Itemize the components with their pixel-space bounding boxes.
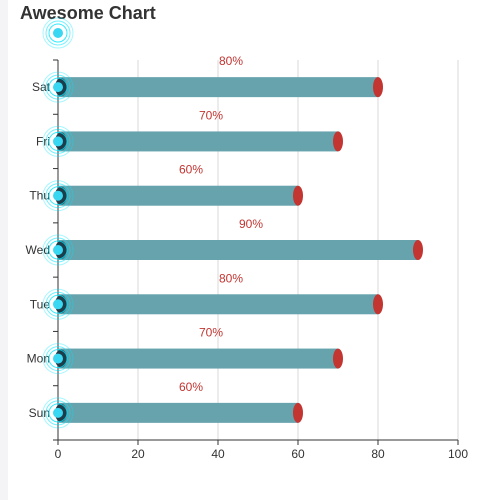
bar-end-cap [333, 131, 343, 152]
bar [58, 77, 378, 98]
chart-canvas: Awesome Chart 0 20 40 60 80 100 Sun 60% Mon 70% Tu… [8, 0, 500, 500]
bar [58, 294, 378, 315]
bar-chart: 0 20 40 60 80 100 Sun 60% Mon 70% Tue 80% Wed 90% Thu 6… [26, 17, 468, 461]
bar-ripple-ring [48, 131, 68, 151]
bar-end-cap [373, 77, 383, 98]
bar-ripple-ring [45, 291, 71, 317]
data-label: 80% [219, 54, 243, 68]
title-ripple-core [53, 28, 63, 38]
bar-ripple-ring [42, 125, 74, 157]
title-ripple-ring [45, 20, 71, 46]
chart-title: Awesome Chart [20, 3, 156, 23]
bar-end-cap [333, 348, 343, 369]
bar-end-cap [373, 294, 383, 315]
bar-ripple-ring [42, 343, 74, 375]
bar [58, 185, 298, 206]
x-tick-label: 80 [371, 447, 385, 461]
bar-ripple-ring [45, 74, 71, 100]
bar-ripple-ring [48, 349, 68, 369]
y-tick-label: Thu [29, 189, 50, 203]
bar-end-cap [293, 402, 303, 423]
bar-ripple-core [53, 136, 63, 147]
title-ripple-ring [42, 17, 74, 49]
bar [58, 402, 298, 423]
data-label: 80% [219, 271, 243, 285]
y-tick-label: Wed [26, 243, 50, 257]
bar-ripple-ring [42, 397, 74, 429]
bar-ripple-ring [48, 240, 68, 260]
data-label: 70% [199, 108, 223, 122]
title-ripple-ring [48, 23, 68, 43]
data-label: 90% [239, 217, 263, 231]
bar-ripple-ring [42, 234, 74, 266]
bar-end-cap [293, 185, 303, 206]
data-label: 60% [179, 380, 203, 394]
bar [58, 131, 338, 152]
bar [58, 240, 418, 260]
bar-ripple-ring [48, 186, 68, 206]
x-tick-label: 60 [291, 447, 305, 461]
y-tick-label: Sat [32, 80, 51, 94]
x-tick-label: 100 [448, 447, 468, 461]
y-tick-label: Tue [30, 297, 51, 311]
x-tick-label: 40 [211, 447, 225, 461]
y-tick-label: Sun [29, 406, 50, 420]
x-tick-label: 20 [131, 447, 145, 461]
bar-ripple-ring [48, 77, 68, 97]
bar-ripple-ring [42, 180, 74, 212]
bar-ripple-core [53, 353, 63, 364]
bar-ripple-core [53, 245, 63, 255]
bar-ripple-core [53, 299, 63, 310]
data-label: 60% [179, 163, 203, 177]
bar-ripple-ring [45, 237, 71, 263]
bar-ripple-core [53, 407, 63, 418]
bar-ripple-core [53, 190, 63, 201]
bar-ripple-ring [42, 288, 74, 320]
bar-ripple-ring [45, 183, 71, 209]
bar [58, 348, 338, 369]
bar-ripple-ring [45, 400, 71, 426]
bar-ripple-core [53, 82, 63, 93]
bar-ripple-ring [45, 346, 71, 372]
bar-ripple-ring [45, 128, 71, 154]
bar-ripple-ring [42, 71, 74, 103]
bar-end-cap [413, 240, 423, 260]
bar-ripple-ring [48, 294, 68, 314]
bar-ripple-ring [48, 403, 68, 423]
y-tick-label: Mon [27, 352, 50, 366]
data-label: 70% [199, 326, 223, 340]
x-tick-label: 0 [55, 447, 62, 461]
